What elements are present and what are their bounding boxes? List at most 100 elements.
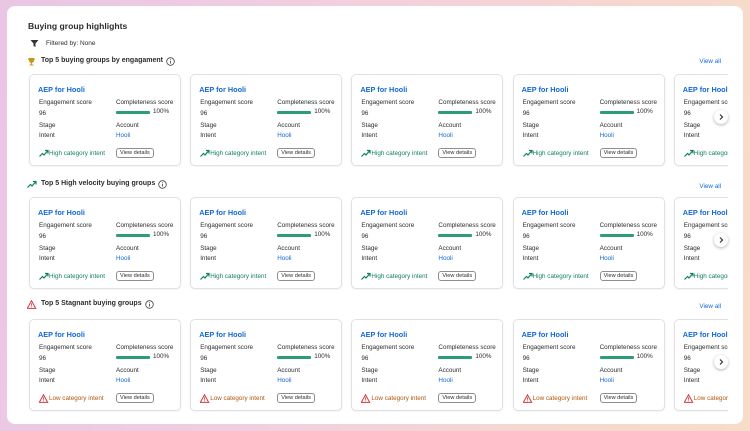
stage-label: Stage [522,367,540,374]
next-button[interactable] [714,110,728,124]
section-icon [27,180,37,190]
card-title[interactable]: AEP for Hooli [360,85,408,94]
engagement-score: 96 [39,110,47,117]
intent-text: High category intent [532,150,589,157]
card-title[interactable]: AEP for Hooli [521,208,569,217]
view-details-button[interactable]: View details [116,393,154,403]
intent-icon [683,149,694,158]
section-title: Top 5 buying groups by engagament [41,57,163,64]
card-title[interactable]: AEP for Hooli [199,330,247,339]
progress-bar [438,356,473,359]
info-icon[interactable] [166,57,175,66]
view-details-button[interactable]: View details [599,393,638,403]
view-details-button[interactable]: View details [438,393,477,403]
intent-text: High category intent [693,273,728,280]
account-link[interactable]: Hooli [438,377,453,384]
view-details-button[interactable]: View details [599,148,638,158]
stage-value: Intent [683,377,700,384]
card-title[interactable]: AEP for Hooli [521,85,569,94]
section-icon [27,57,37,67]
stage-value: Intent [200,377,216,384]
view-details-button[interactable]: View details [116,148,154,158]
intent-icon [200,272,210,281]
account-link[interactable]: Hooli [116,255,131,262]
card-title[interactable]: AEP for Hooli [199,208,247,217]
card-title[interactable]: AEP for Hooli [521,330,569,339]
stage-label: Stage [522,122,540,129]
view-details-button[interactable]: View details [438,271,477,281]
completeness-value: 100% [475,353,492,360]
view-details-button[interactable]: View details [277,393,315,403]
view-details-button[interactable]: View details [599,271,638,281]
next-button[interactable] [714,233,728,247]
engagement-score: 96 [361,355,369,362]
account-link[interactable]: Hooli [438,255,453,262]
engagement-score: 96 [683,233,691,240]
view-all-link[interactable]: View all [699,58,721,65]
view-details-button[interactable]: View details [438,148,477,158]
engagement-label: Engagement score [200,344,254,351]
card-title[interactable]: AEP for Hooli [682,208,728,217]
completeness-value: 100% [475,108,492,115]
account-link[interactable]: Hooli [116,377,131,384]
view-details-button[interactable]: View details [116,271,154,281]
account-link[interactable]: Hooli [599,132,614,139]
account-link[interactable]: Hooli [277,132,292,139]
account-link[interactable]: Hooli [116,132,131,139]
account-link[interactable]: Hooli [277,377,292,384]
view-all-link[interactable]: View all [699,303,721,310]
stage-label: Stage [361,367,378,374]
info-icon[interactable] [145,300,154,309]
view-all-link[interactable]: View all [699,183,721,190]
card-title[interactable]: AEP for Hooli [682,85,728,94]
card-title[interactable]: AEP for Hooli [199,85,247,94]
stage-label: Stage [200,245,217,252]
progress-bar [599,111,634,114]
card-title[interactable]: AEP for Hooli [38,208,85,217]
card-title[interactable]: AEP for Hooli [360,208,408,217]
completeness-value: 100% [475,231,492,238]
account-link[interactable]: Hooli [599,255,614,262]
account-link[interactable]: Hooli [277,255,292,262]
filter-icon[interactable] [30,39,39,48]
view-details-button[interactable]: View details [277,271,315,281]
completeness-value: 100% [153,353,170,360]
account-label: Account [599,245,623,252]
completeness-label: Completeness score [277,222,335,229]
completeness-value: 100% [153,231,170,238]
next-button[interactable] [714,355,728,369]
progress-bar [438,234,473,237]
engagement-score: 96 [522,233,530,240]
info-icon[interactable] [158,180,167,189]
engagement-label: Engagement score [361,99,415,106]
card-title[interactable]: AEP for Hooli [38,330,85,339]
card-title[interactable]: AEP for Hooli [360,330,408,339]
progress-bar [116,356,150,359]
card-title[interactable]: AEP for Hooli [682,330,728,339]
view-details-button[interactable]: View details [277,148,315,158]
engagement-label: Engagement score [39,222,92,229]
account-link[interactable]: Hooli [438,132,453,139]
account-label: Account [599,122,623,129]
card-title[interactable]: AEP for Hooli [38,85,85,94]
account-link[interactable]: Hooli [599,377,614,384]
stage-value: Intent [361,255,378,262]
progress-bar [277,356,312,359]
intent-icon [200,149,210,158]
stage-value: Intent [683,132,700,139]
engagement-score: 96 [39,355,47,362]
intent-icon [522,272,533,281]
